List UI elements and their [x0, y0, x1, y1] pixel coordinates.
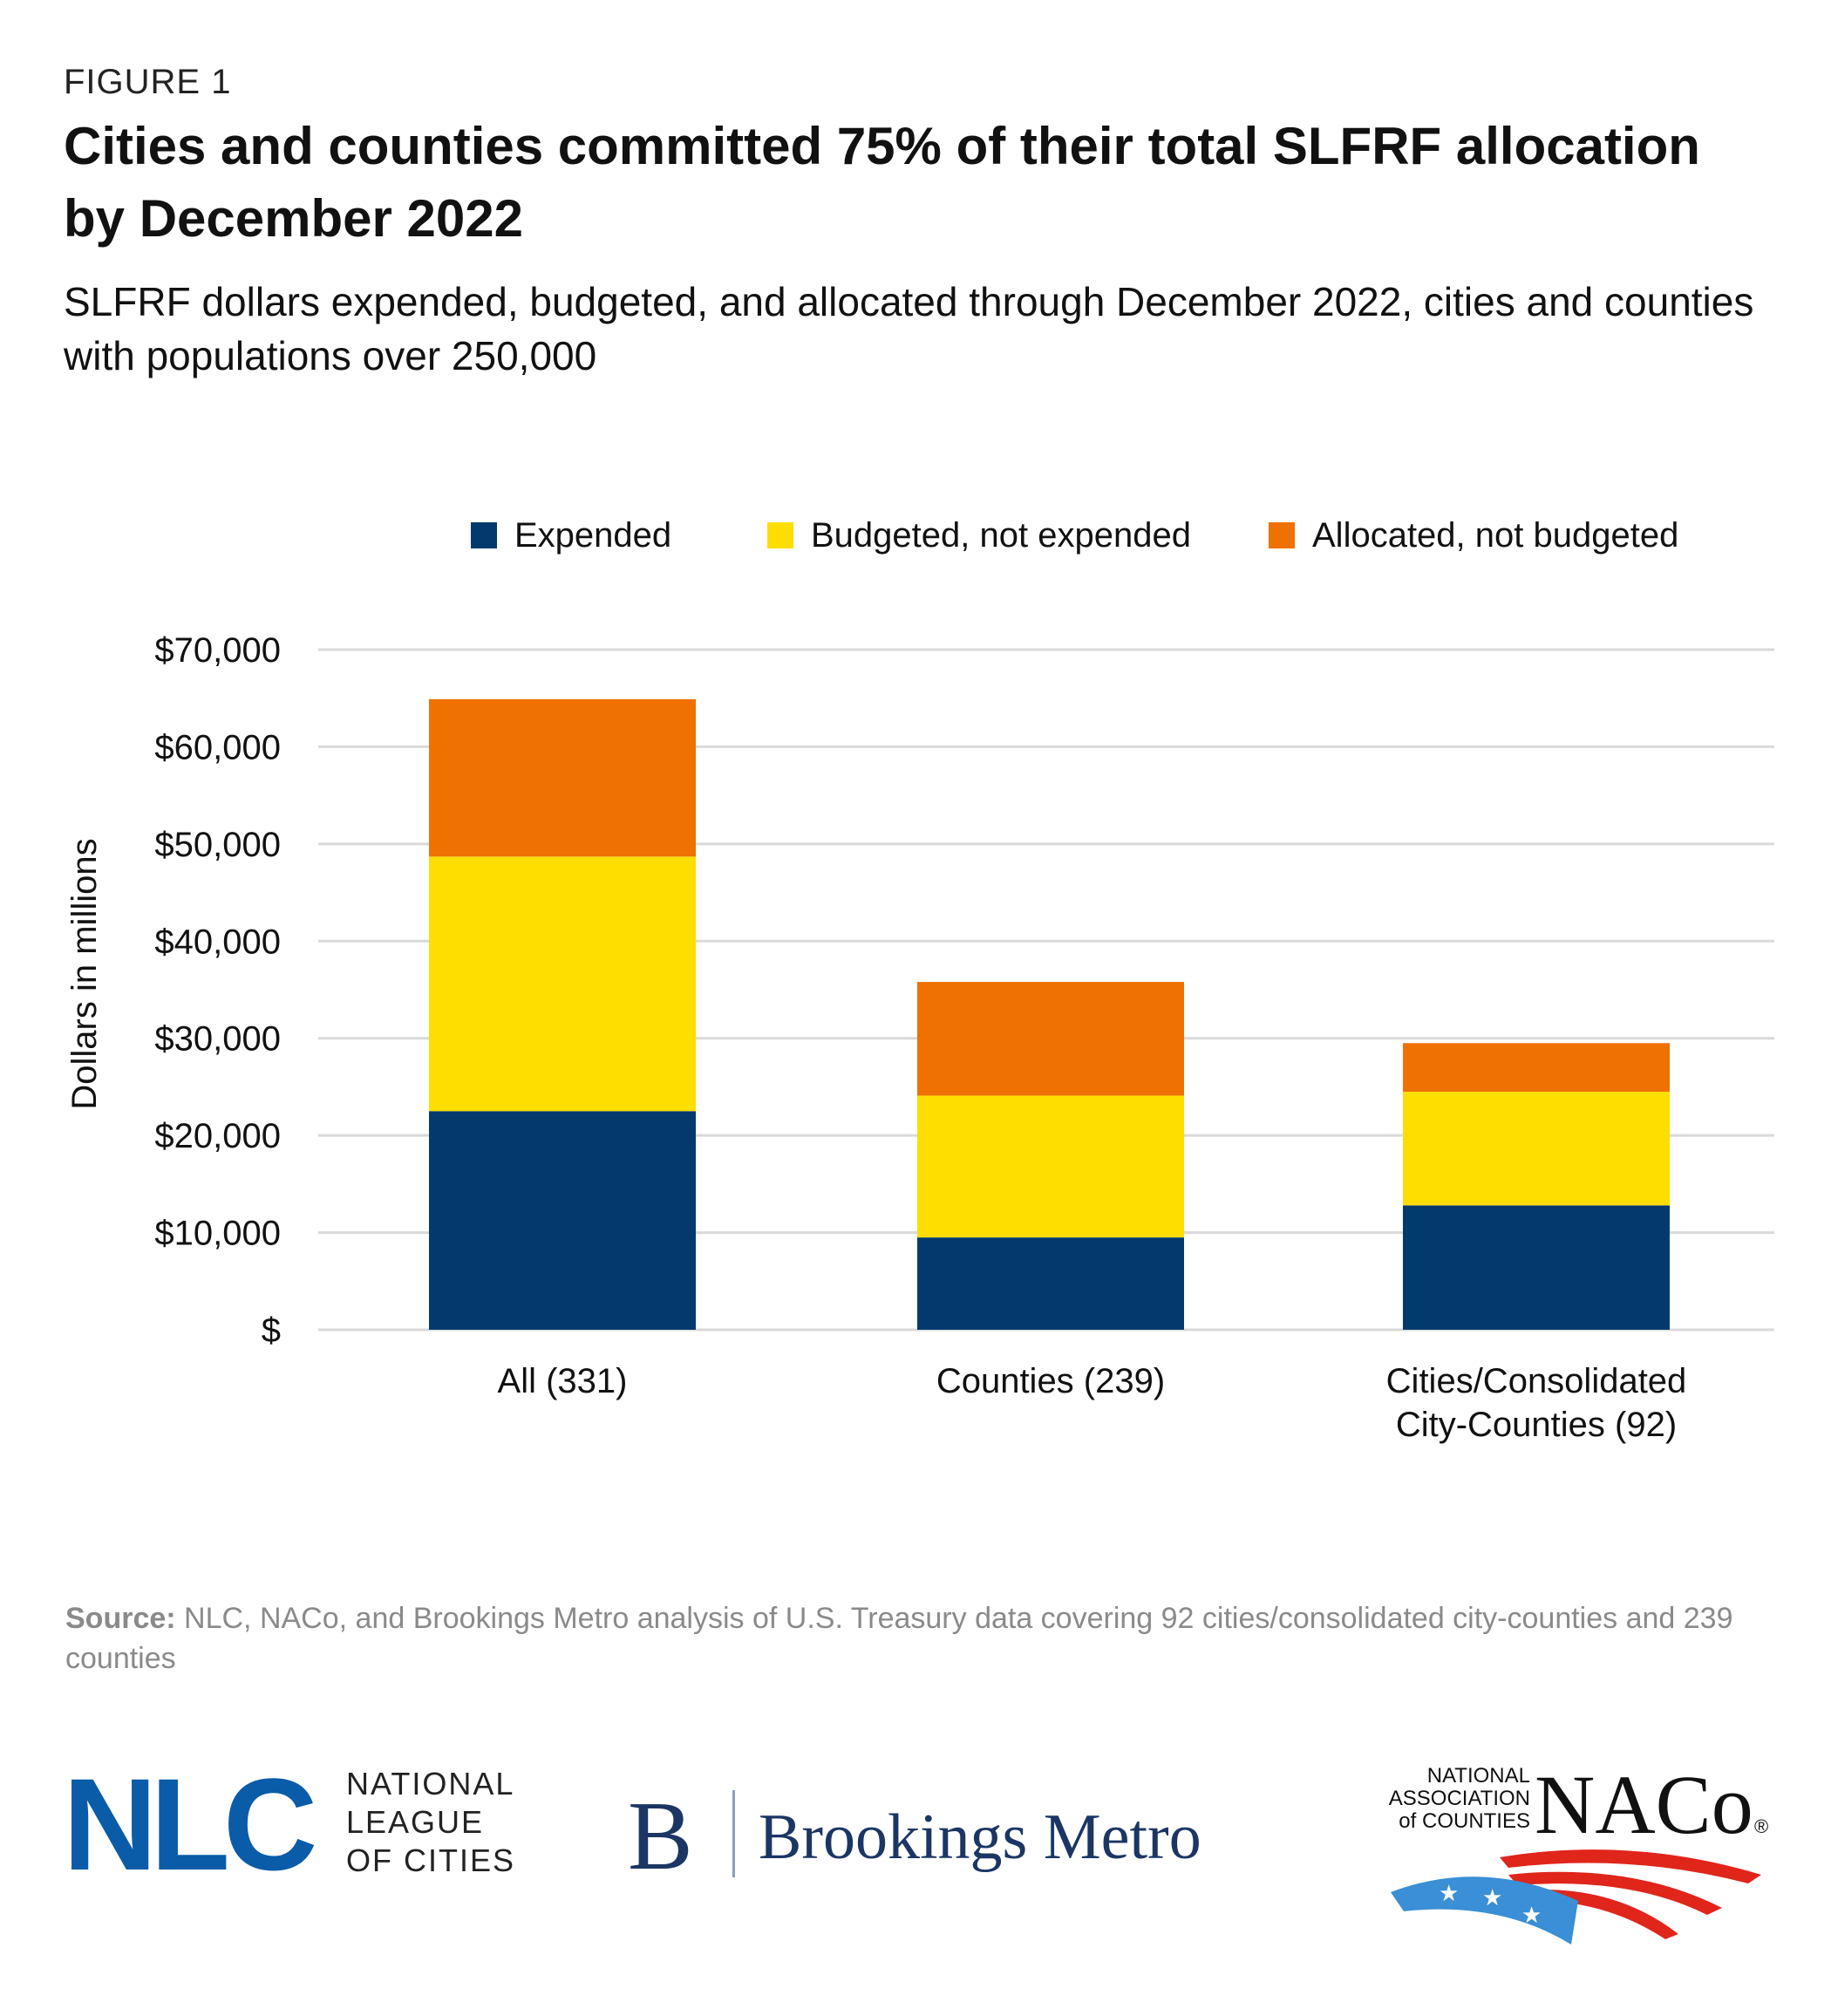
naco-flag-field	[1391, 1876, 1578, 1944]
legend-label: Budgeted, not expended	[811, 516, 1191, 555]
legend-swatch	[1269, 522, 1295, 548]
brookings-logo-divider	[732, 1790, 735, 1877]
bar-segment-allocated-not-budgeted	[1403, 1043, 1670, 1092]
nlc-logo-line-1: NATIONAL	[346, 1766, 514, 1801]
bar-segment-allocated-not-budgeted	[429, 698, 696, 857]
chart-subtitle: SLFRF dollars expended, budgeted, and al…	[64, 279, 1754, 378]
chart-title: Cities and counties committed 75% of the…	[64, 117, 1700, 248]
x-tick-label: City-Counties (92)	[1396, 1406, 1677, 1444]
y-tick-label: $60,000	[154, 728, 281, 766]
legend-label: Allocated, not budgeted	[1312, 516, 1678, 555]
y-tick-label: $10,000	[154, 1215, 281, 1253]
y-axis-ticks: $ $10,000 $20,000 $30,000 $40,000 $50,000 $60,…	[154, 631, 281, 1350]
y-tick-label: $30,000	[154, 1020, 281, 1059]
bar-segment-expended	[1403, 1205, 1670, 1330]
bar-segment-allocated-not-budgeted	[917, 982, 1184, 1096]
x-tick-label: All (331)	[498, 1362, 628, 1400]
nlc-logo-mark: NLC	[63, 1754, 315, 1894]
bar-segment-expended	[917, 1237, 1184, 1330]
x-axis-ticks: All (331) Counties (239) Cities/Consolidat…	[498, 1362, 1687, 1444]
legend-swatch	[471, 522, 497, 548]
naco-logo-line-1: NATIONAL	[1427, 1764, 1530, 1788]
naco-logo-mark: NACo	[1535, 1758, 1753, 1851]
naco-logo-line-3: of COUNTIES	[1399, 1809, 1530, 1833]
y-tick-label: $50,000	[154, 826, 281, 864]
legend-swatch	[767, 522, 793, 548]
bar-segment-expended	[429, 1111, 696, 1330]
figure-label: FIGURE 1	[64, 63, 232, 101]
star-icon: ★	[1482, 1884, 1502, 1910]
star-icon: ★	[1439, 1880, 1459, 1906]
source-note: Source: NLC, NACo, and Brookings Metro a…	[65, 1598, 1774, 1679]
x-tick-label: Counties (239)	[936, 1362, 1165, 1400]
naco-logo: NATIONAL ASSOCIATION of COUNTIES NACo ® …	[1389, 1758, 1768, 1944]
naco-logo-line-2: ASSOCIATION	[1389, 1787, 1530, 1810]
naco-logo-registered: ®	[1754, 1815, 1768, 1837]
source-label: Source:	[65, 1602, 176, 1635]
bar-segment-budgeted-not-expended	[1403, 1092, 1670, 1206]
brookings-logo-mark: B	[628, 1782, 693, 1888]
y-tick-label: $	[262, 1311, 281, 1350]
naco-flag-stripe-1	[1500, 1849, 1761, 1883]
bar-segment-budgeted-not-expended	[429, 856, 696, 1112]
bars	[429, 698, 1670, 1330]
naco-flag-stripe-2	[1508, 1871, 1722, 1915]
star-icon: ★	[1521, 1902, 1542, 1928]
legend-label: Expended	[514, 516, 671, 555]
brookings-metro-logo: B Brookings Metro	[628, 1782, 1201, 1888]
chart-legend: Expended Budgeted, not expended Allocated,…	[471, 516, 1678, 555]
bar-segment-budgeted-not-expended	[917, 1095, 1184, 1238]
y-tick-label: $70,000	[154, 631, 281, 670]
stacked-bar-chart: Expended Budgeted, not expended Allocated,…	[65, 516, 1774, 1444]
y-tick-label: $20,000	[154, 1117, 281, 1155]
nlc-logo: NLC NATIONAL LEAGUE OF CITIES	[63, 1754, 515, 1894]
y-axis-label: Dollars in millions	[65, 838, 104, 1109]
x-tick-label: Cities/Consolidated	[1386, 1362, 1687, 1400]
source-text: NLC, NACo, and Brookings Metro analysis …	[65, 1602, 1733, 1675]
nlc-logo-line-3: OF CITIES	[346, 1842, 515, 1878]
brookings-logo-name: Brookings Metro	[759, 1801, 1201, 1873]
y-tick-label: $40,000	[154, 923, 281, 961]
nlc-logo-line-2: LEAGUE	[346, 1804, 484, 1840]
